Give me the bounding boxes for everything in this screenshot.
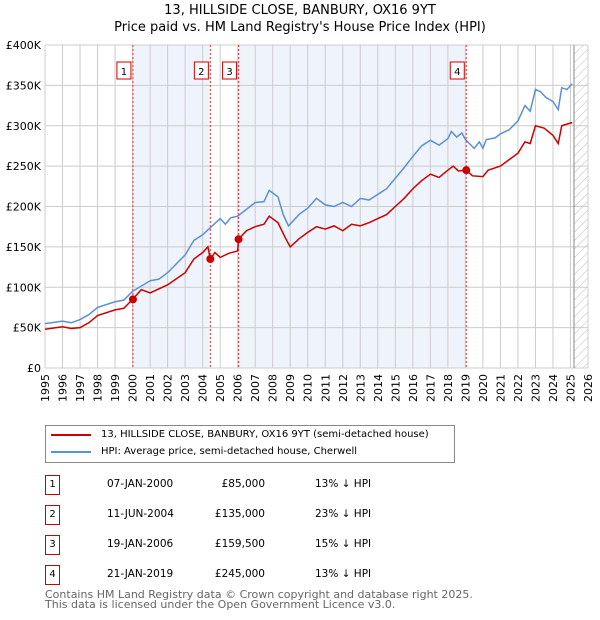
x-tick-label: 2019 bbox=[459, 374, 472, 402]
sale-hpi-diff: 13% ↓ HPI bbox=[315, 478, 372, 490]
y-tick-label: £200K bbox=[6, 201, 42, 214]
sale-label-box bbox=[449, 61, 465, 80]
x-tick-label: 2002 bbox=[162, 374, 175, 402]
sale-label: 4 bbox=[454, 67, 460, 78]
x-tick-label: 2010 bbox=[302, 374, 315, 402]
sale-price: £245,000 bbox=[214, 568, 265, 580]
chart-subtitle: Price paid vs. HM Land Registry's House … bbox=[114, 20, 486, 35]
sale-number-badge: 2 bbox=[45, 505, 60, 525]
sale-number-badge: 1 bbox=[45, 475, 60, 495]
sale-label: 2 bbox=[198, 67, 204, 78]
y-tick-label: £150K bbox=[6, 241, 42, 254]
sale-point bbox=[206, 254, 215, 263]
x-tick-label: 1995 bbox=[39, 374, 52, 402]
sale-label-box bbox=[222, 61, 238, 80]
x-tick-label: 2020 bbox=[477, 374, 490, 402]
y-tick-label: £0 bbox=[27, 362, 41, 375]
sale-date: 11-JUN-2004 bbox=[107, 508, 174, 520]
sale-label-box bbox=[193, 61, 209, 80]
sale-hpi-diff: 15% ↓ HPI bbox=[315, 538, 372, 550]
y-tick-label: £50K bbox=[13, 322, 42, 335]
hpi-line bbox=[44, 83, 573, 325]
footer-line1: Contains HM Land Registry data © Crown c… bbox=[45, 588, 473, 601]
legend: 13, HILLSIDE CLOSE, BANBURY, OX16 9YT (s… bbox=[45, 425, 455, 463]
x-tick-label: 2004 bbox=[197, 374, 210, 402]
x-tick-label: 2006 bbox=[232, 374, 245, 402]
sale-number-badge: 4 bbox=[45, 565, 60, 585]
x-tick-label: 2001 bbox=[144, 374, 157, 402]
x-tick-label: 2015 bbox=[389, 374, 402, 402]
x-tick-label: 2012 bbox=[337, 374, 350, 402]
sale-date: 07-JAN-2000 bbox=[107, 478, 174, 490]
x-tick-label: 2016 bbox=[407, 374, 420, 402]
sale-row: 1 07-JAN-2000 £85,000 13% ↓ HPI bbox=[45, 475, 465, 495]
sale-label: 1 bbox=[121, 67, 127, 78]
sale-label: 3 bbox=[226, 67, 232, 78]
sale-date: 19-JAN-2006 bbox=[107, 538, 174, 550]
x-tick-label: 2026 bbox=[582, 374, 595, 402]
legend-label: 13, HILLSIDE CLOSE, BANBURY, OX16 9YT (s… bbox=[101, 429, 429, 440]
x-tick-label: 2013 bbox=[354, 374, 367, 402]
legend-item-property: 13, HILLSIDE CLOSE, BANBURY, OX16 9YT (s… bbox=[46, 429, 429, 440]
sale-row: 3 19-JAN-2006 £159,500 15% ↓ HPI bbox=[45, 535, 465, 555]
x-tick-label: 2000 bbox=[127, 374, 140, 402]
x-tick-label: 2005 bbox=[214, 374, 227, 402]
x-tick-label: 2018 bbox=[442, 374, 455, 402]
x-tick-label: 2008 bbox=[267, 374, 280, 402]
x-tick-label: 1997 bbox=[74, 374, 87, 402]
x-tick-label: 2011 bbox=[319, 374, 332, 402]
chart-title: 13, HILLSIDE CLOSE, BANBURY, OX16 9YT bbox=[164, 3, 436, 18]
price-paid-line bbox=[44, 121, 573, 330]
x-tick-label: 2024 bbox=[547, 374, 560, 402]
x-tick-label: 2007 bbox=[249, 374, 262, 402]
x-tick-label: 1998 bbox=[92, 374, 105, 402]
y-tick-label: £250K bbox=[6, 160, 42, 173]
plot-area: 1995 1996 1997 1998 1999 2000 2001 2002 2003 2004… bbox=[6, 39, 595, 402]
legend-swatch-red bbox=[51, 433, 91, 436]
x-tick-label: 2014 bbox=[372, 374, 385, 402]
sale-row: 4 21-JAN-2019 £245,000 13% ↓ HPI bbox=[45, 565, 465, 585]
legend-item-hpi: HPI: Average price, semi-detached house,… bbox=[46, 446, 357, 457]
legend-swatch-blue bbox=[51, 450, 91, 453]
sale-price: £135,000 bbox=[214, 508, 265, 520]
y-tick-label: £300K bbox=[6, 120, 42, 133]
sale-point bbox=[462, 166, 471, 175]
sale-hpi-diff: 13% ↓ HPI bbox=[315, 568, 372, 580]
x-tick-label: 1996 bbox=[57, 374, 70, 402]
sale-label-box bbox=[116, 61, 132, 80]
sale-row: 2 11-JUN-2004 £135,000 23% ↓ HPI bbox=[45, 505, 465, 525]
x-tick-label: 2023 bbox=[529, 374, 542, 402]
y-tick-label: £350K bbox=[6, 79, 42, 92]
x-tick-label: 1999 bbox=[109, 374, 122, 402]
legend-label: HPI: Average price, semi-detached house,… bbox=[101, 446, 358, 457]
sale-point bbox=[234, 235, 243, 244]
sale-price: £85,000 bbox=[221, 478, 265, 490]
sale-date: 21-JAN-2019 bbox=[107, 568, 174, 580]
y-tick-label: £100K bbox=[6, 281, 42, 294]
x-tick-label: 2025 bbox=[564, 374, 577, 402]
sale-hpi-diff: 23% ↓ HPI bbox=[315, 508, 372, 520]
x-tick-label: 2009 bbox=[284, 374, 297, 402]
sale-number-badge: 3 bbox=[45, 535, 60, 555]
footer-line2: This data is licensed under the Open Gov… bbox=[45, 598, 396, 611]
y-tick-label: £400K bbox=[6, 39, 42, 52]
footer: Contains HM Land Registry data © Crown c… bbox=[45, 588, 473, 611]
x-tick-label: 2021 bbox=[494, 374, 507, 402]
x-tick-label: 2003 bbox=[179, 374, 192, 402]
x-tick-label: 2017 bbox=[424, 374, 437, 402]
x-tick-label: 2022 bbox=[512, 374, 525, 402]
sale-point bbox=[128, 295, 137, 304]
sale-price: £159,500 bbox=[214, 538, 265, 550]
